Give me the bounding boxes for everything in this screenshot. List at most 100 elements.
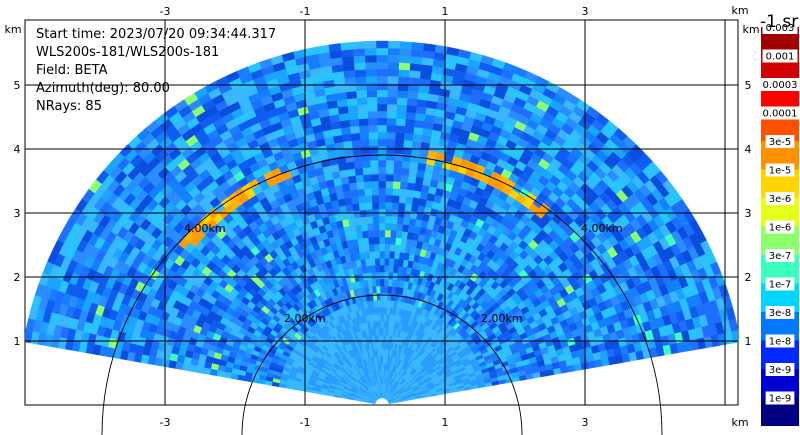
range-gate-cell [353,62,366,71]
range-gate-cell [366,215,374,224]
range-gate-cell [362,237,370,246]
range-gate-cell [383,278,389,287]
range-gate-cell [386,306,391,315]
colorbar: 0.0030.0010.00030.00013e-51e-53e-61e-63e… [759,21,800,426]
colorbar-tick-label: 1e-6 [769,223,792,234]
range-gate-cell [394,244,401,253]
range-gate-cell [328,43,342,53]
x-tick-label: 1 [442,416,449,429]
range-gate-cell [370,264,376,273]
range-gate-cell [400,174,409,183]
range-gate-cell [387,271,394,280]
range-gate-cell [378,180,386,189]
range-gate-cell [377,166,387,175]
y-tick-label: 3 [745,207,752,220]
range-gate-cell [359,139,370,148]
range-gate-cell [347,104,359,114]
range-gate-cell [376,68,388,77]
range-gate-cell [367,110,378,119]
range-gate-cell [384,236,391,245]
range-gate-cell [370,180,379,189]
range-gate-cell [349,189,359,198]
range-gate-cell [369,152,379,161]
range-gate-cell [387,61,400,70]
range-gate-cell [404,203,413,212]
range-gate-cell [393,160,403,169]
start-time: Start time: 2023/07/20 09:34:44.317 [36,27,276,42]
range-gate-cell [402,139,413,148]
range-gate-cell [378,236,386,245]
x-tick-label: 1 [442,5,449,18]
range-gate-cell [369,159,379,168]
range-gate-cell [392,188,401,196]
range-gate-cell [401,230,409,240]
range-gate-cell [383,320,387,329]
colorbar-tick-label: 3e-9 [769,365,792,376]
range-gate-cell [390,215,398,224]
range-gate-cell [398,55,411,64]
range-gate-cell [389,243,396,252]
x-tick-label: 3 [582,416,589,429]
range-gate-cell [385,320,390,329]
range-gate-cell [386,292,392,301]
instrument-name: WLS200s-181/WLS200s-181 [36,45,219,60]
range-gate-cell [406,182,416,191]
range-gate-cell [383,264,390,273]
range-gate-cell [371,187,379,196]
range-gate-cell [351,203,360,212]
colorbar-tick-label: 3e-8 [769,308,792,319]
range-gate-cell [396,223,404,232]
range-gate-cell [386,299,391,308]
range-gate-cell [345,161,355,170]
range-gate-cell [409,55,423,65]
range-gate-cell [396,216,404,225]
range-gate-cell [342,62,355,72]
range-gate-cell [382,348,386,357]
range-gate-cell [413,119,425,129]
range-gate-cell [393,153,403,162]
y-unit-right: km [742,23,759,36]
range-gate-cell [408,69,421,79]
range-gate-cell [383,271,389,280]
x-tick-label: 3 [582,5,589,18]
range-gate-cell [384,243,391,252]
range-gate-cell [403,210,412,219]
range-gate-cell [378,215,386,224]
range-gate-cell [385,152,395,161]
range-gate-cell [342,140,353,150]
range-gate-cell [353,55,366,64]
x-ticks-bottom: -3 -1 1 3 km [160,416,749,429]
range-gate-cell [405,189,415,198]
range-gate-cell [367,229,374,238]
range-gate-cell [358,202,367,211]
range-gate-cell [371,278,377,287]
range-gate-cell [401,160,411,169]
range-gate-cell [379,257,385,266]
range-gate-cell [372,222,380,231]
range-gate-cell [341,133,352,143]
range-gate-cell [385,159,395,168]
range-gate-cell [390,229,397,238]
range-gate-cell [379,285,385,294]
range-gate-cell [386,138,396,147]
range-gate-cell [360,223,368,232]
range-gate-cell [394,146,404,155]
range-gate-cell [358,125,369,134]
range-gate-cell [402,146,412,155]
x-unit-top: km [731,4,748,17]
range-gate-cell [348,111,359,121]
range-gate-cell [378,194,386,203]
range-gate-cell [383,285,389,294]
y-tick-label: 4 [745,143,752,156]
range-gate-cell [391,201,399,210]
range-gate-cell [401,223,410,233]
range-gate-cell [386,96,398,105]
range-gate-cell [397,69,410,78]
range-gate-cell [181,362,191,372]
range-gate-cell [376,61,388,70]
range-gate-cell [397,76,410,85]
range-gate-cell [395,230,403,239]
range-gate-cell [379,292,385,301]
range-gate-cell [385,166,394,175]
range-gate-cell [387,285,393,294]
